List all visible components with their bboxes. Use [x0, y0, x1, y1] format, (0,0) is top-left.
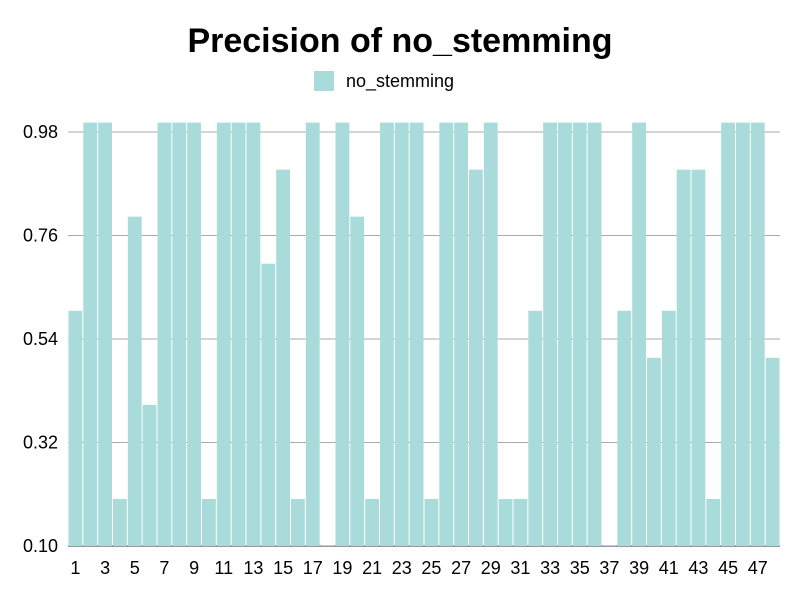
bar-25 [424, 498, 439, 546]
x-tick-label: 29 [481, 558, 501, 578]
x-tick-label: 43 [688, 558, 708, 578]
y-tick-label: 0.98 [23, 122, 58, 142]
bar-39 [632, 122, 646, 546]
x-tick-label: 37 [599, 558, 619, 578]
bar-29 [483, 122, 498, 546]
bar-45 [721, 122, 735, 546]
legend-label-no-stemming: no_stemming [346, 71, 454, 92]
bar-43 [691, 169, 706, 547]
y-tick-label: 0.10 [23, 536, 58, 556]
x-tick-label: 27 [451, 558, 471, 578]
y-tick-label: 0.32 [23, 433, 58, 453]
bar-17 [305, 122, 320, 546]
bar-33 [543, 122, 557, 546]
bar-31 [513, 498, 528, 546]
bar-5 [127, 216, 142, 546]
y-tick-label: 0.54 [23, 329, 58, 349]
x-axis-ticks: 1 3 5 7 9 11 13 15 17 19 21 23 25 27 29 31 33 35 37 39 41 43 4… [70, 558, 767, 578]
bar-4 [113, 498, 127, 546]
x-tick-label: 3 [100, 558, 110, 578]
bar-37 [602, 545, 617, 546]
bar-12 [231, 122, 246, 546]
bar-6 [142, 404, 157, 546]
legend-swatch-no-stemming [314, 71, 334, 91]
bar-2 [83, 122, 98, 546]
x-tick-label: 7 [159, 558, 169, 578]
x-tick-label: 45 [718, 558, 738, 578]
bar-40 [647, 357, 661, 546]
bar-41 [661, 310, 676, 546]
x-tick-label: 39 [629, 558, 649, 578]
x-tick-label: 5 [130, 558, 140, 578]
y-tick-label: 0.76 [23, 226, 58, 246]
y-axis-ticks: 0.10 0.32 0.54 0.76 0.98 [23, 122, 58, 556]
gridlines [68, 131, 780, 547]
chart-title: Precision of no_stemming [187, 22, 612, 60]
bar-34 [558, 122, 572, 546]
bar-21 [365, 498, 379, 546]
bar-7 [157, 122, 172, 546]
bar-18 [320, 545, 335, 546]
bar-16 [291, 498, 305, 546]
x-tick-label: 35 [570, 558, 590, 578]
x-tick-label: 13 [243, 558, 263, 578]
legend: no_stemming [314, 71, 454, 92]
bar-42 [676, 169, 691, 547]
x-tick-label: 11 [214, 558, 233, 578]
x-tick-label: 41 [659, 558, 679, 578]
x-tick-label: 25 [421, 558, 441, 578]
bar-22 [380, 122, 394, 546]
bar-48 [765, 357, 780, 546]
bar-14 [261, 263, 276, 546]
bar-15 [276, 169, 290, 547]
bar-9 [187, 122, 201, 546]
bar-20 [350, 216, 365, 546]
x-tick-label: 23 [392, 558, 412, 578]
bar-35 [572, 122, 587, 546]
bar-30 [498, 498, 513, 546]
x-tick-label: 31 [510, 558, 530, 578]
bar-11 [216, 122, 231, 546]
bar-8 [172, 122, 187, 546]
bar-44 [706, 498, 721, 546]
x-tick-label: 19 [332, 558, 352, 578]
bar-27 [454, 122, 468, 546]
bar-24 [409, 122, 424, 546]
bar-28 [469, 169, 483, 547]
bar-19 [335, 122, 350, 546]
bar-3 [98, 122, 112, 546]
x-tick-label: 1 [70, 558, 80, 578]
bar-10 [202, 498, 216, 546]
bar-23 [394, 122, 409, 546]
x-tick-label: 15 [273, 558, 293, 578]
bar-13 [246, 122, 261, 546]
x-tick-label: 33 [540, 558, 560, 578]
bar-26 [439, 122, 454, 546]
x-tick-label: 9 [189, 558, 199, 578]
bar-38 [617, 310, 632, 546]
bar-1 [68, 310, 83, 546]
bar-47 [750, 122, 765, 546]
bar-32 [528, 310, 543, 546]
bar-46 [736, 122, 750, 546]
x-tick-label: 17 [303, 558, 323, 578]
bar-36 [587, 122, 602, 546]
x-tick-label: 21 [362, 558, 382, 578]
x-tick-label: 47 [748, 558, 768, 578]
bars [68, 122, 780, 547]
